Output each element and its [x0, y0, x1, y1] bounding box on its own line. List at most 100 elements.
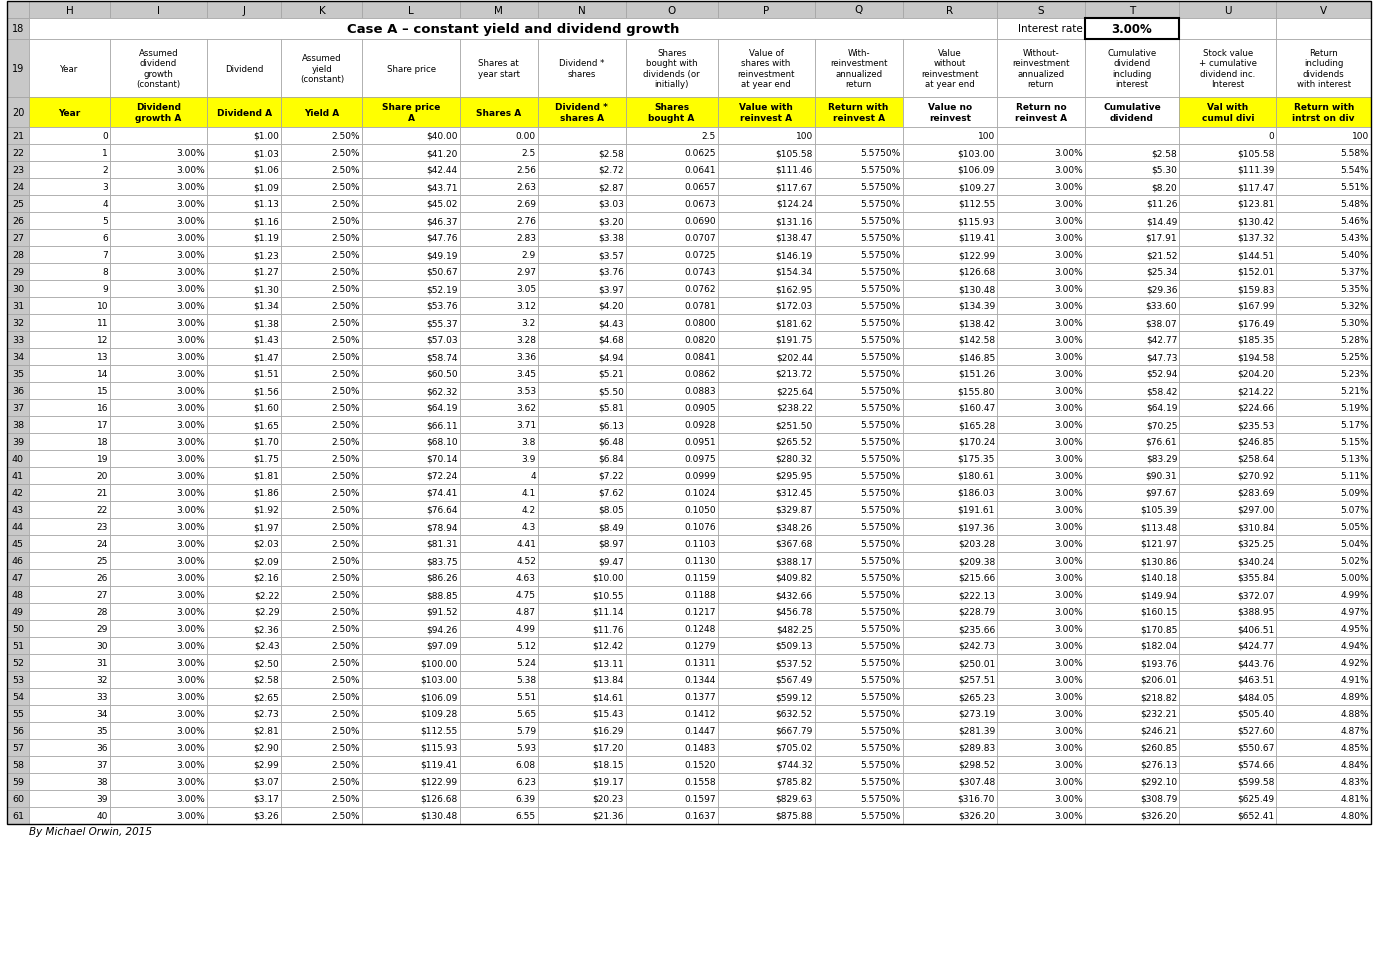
Bar	[815, 230, 902, 247]
Text: 2.97: 2.97	[516, 267, 536, 277]
Text: $170.24: $170.24	[958, 438, 995, 447]
Text: 5.5750%: 5.5750%	[861, 301, 901, 311]
Bar	[815, 451, 902, 467]
Text: $235.53: $235.53	[1238, 421, 1275, 429]
Text: Value with
reinvest A: Value with reinvest A	[740, 104, 793, 122]
Bar	[815, 807, 902, 825]
Bar	[997, 705, 1085, 722]
Text: $130.48: $130.48	[421, 811, 458, 820]
Bar	[282, 570, 363, 586]
Text: $250.01: $250.01	[958, 658, 995, 668]
Bar	[626, 213, 718, 230]
Bar	[815, 502, 902, 518]
Text: $1.09: $1.09	[253, 183, 279, 192]
Text: $3.07: $3.07	[253, 777, 279, 786]
Text: $57.03: $57.03	[426, 335, 458, 345]
Text: 5.00%: 5.00%	[1341, 574, 1370, 582]
Bar	[538, 230, 626, 247]
Text: $60.50: $60.50	[426, 369, 458, 379]
Text: 5.5750%: 5.5750%	[861, 251, 901, 260]
Text: $131.16: $131.16	[775, 217, 813, 226]
Bar	[997, 417, 1085, 433]
Text: $52.19: $52.19	[426, 285, 458, 294]
Bar	[1085, 19, 1180, 40]
Bar	[718, 773, 815, 790]
Bar	[538, 790, 626, 807]
Bar	[1085, 536, 1180, 552]
Bar	[626, 230, 718, 247]
Bar	[208, 536, 282, 552]
Text: 3.00%: 3.00%	[1055, 472, 1082, 481]
Text: O: O	[667, 6, 675, 16]
Bar	[626, 502, 718, 518]
Bar	[7, 773, 29, 790]
Bar	[363, 213, 459, 230]
Text: 0.1637: 0.1637	[683, 811, 715, 820]
Bar	[538, 383, 626, 399]
Bar	[1180, 552, 1276, 570]
Text: 5.5750%: 5.5750%	[861, 506, 901, 515]
Bar	[997, 807, 1085, 825]
Text: 5.5750%: 5.5750%	[861, 166, 901, 174]
Text: 3.00%: 3.00%	[1055, 692, 1082, 702]
Bar	[1276, 620, 1371, 638]
Bar	[718, 688, 815, 705]
Bar	[1180, 331, 1276, 349]
Bar	[110, 315, 208, 331]
Bar	[363, 40, 459, 98]
Text: $81.31: $81.31	[426, 540, 458, 548]
Text: $292.10: $292.10	[1140, 777, 1177, 786]
Bar	[718, 586, 815, 604]
Text: $10.00: $10.00	[593, 574, 624, 582]
Text: 3.00%: 3.00%	[176, 421, 205, 429]
Bar	[815, 383, 902, 399]
Text: $76.61: $76.61	[1145, 438, 1177, 447]
Text: $283.69: $283.69	[1238, 488, 1275, 497]
Bar	[110, 451, 208, 467]
Text: $9.47: $9.47	[598, 556, 624, 566]
Text: 2.50%: 2.50%	[331, 795, 360, 803]
Bar	[363, 331, 459, 349]
Bar	[1180, 98, 1276, 128]
Text: $355.84: $355.84	[1238, 574, 1275, 582]
Text: 4: 4	[531, 472, 536, 481]
Bar	[363, 433, 459, 451]
Text: $176.49: $176.49	[1238, 319, 1275, 328]
Text: $17.91: $17.91	[1145, 234, 1177, 243]
Text: $2.90: $2.90	[254, 743, 279, 752]
Text: 3.00%: 3.00%	[176, 335, 205, 345]
Bar	[626, 144, 718, 162]
Text: $123.81: $123.81	[1238, 200, 1275, 208]
Bar	[7, 451, 29, 467]
Bar	[29, 264, 110, 281]
Text: Val with
cumul divi: Val with cumul divi	[1202, 104, 1254, 122]
Text: $4.94: $4.94	[598, 353, 624, 361]
Bar	[29, 620, 110, 638]
Bar	[282, 484, 363, 502]
Bar	[208, 604, 282, 620]
Bar	[29, 179, 110, 196]
Text: 3.00%: 3.00%	[176, 353, 205, 361]
Text: 5.30%: 5.30%	[1341, 319, 1370, 328]
Text: 43: 43	[12, 506, 23, 515]
Text: $599.12: $599.12	[775, 692, 813, 702]
Text: 3.8: 3.8	[521, 438, 536, 447]
Bar	[902, 349, 997, 365]
Text: 44: 44	[12, 522, 23, 531]
Text: $90.31: $90.31	[1145, 472, 1177, 481]
Bar	[1085, 281, 1180, 297]
Text: 5.5750%: 5.5750%	[861, 403, 901, 413]
Text: 4.87%: 4.87%	[1341, 726, 1370, 735]
Text: 5: 5	[102, 217, 109, 226]
Bar	[363, 773, 459, 790]
Bar	[1276, 518, 1371, 536]
Text: $137.32: $137.32	[1238, 234, 1275, 243]
Text: 19: 19	[96, 454, 109, 463]
Bar	[997, 433, 1085, 451]
Text: 38: 38	[12, 421, 23, 429]
Text: 13: 13	[96, 353, 109, 361]
Bar	[902, 264, 997, 281]
Text: 3.00%: 3.00%	[176, 438, 205, 447]
Bar	[363, 586, 459, 604]
Bar	[7, 586, 29, 604]
